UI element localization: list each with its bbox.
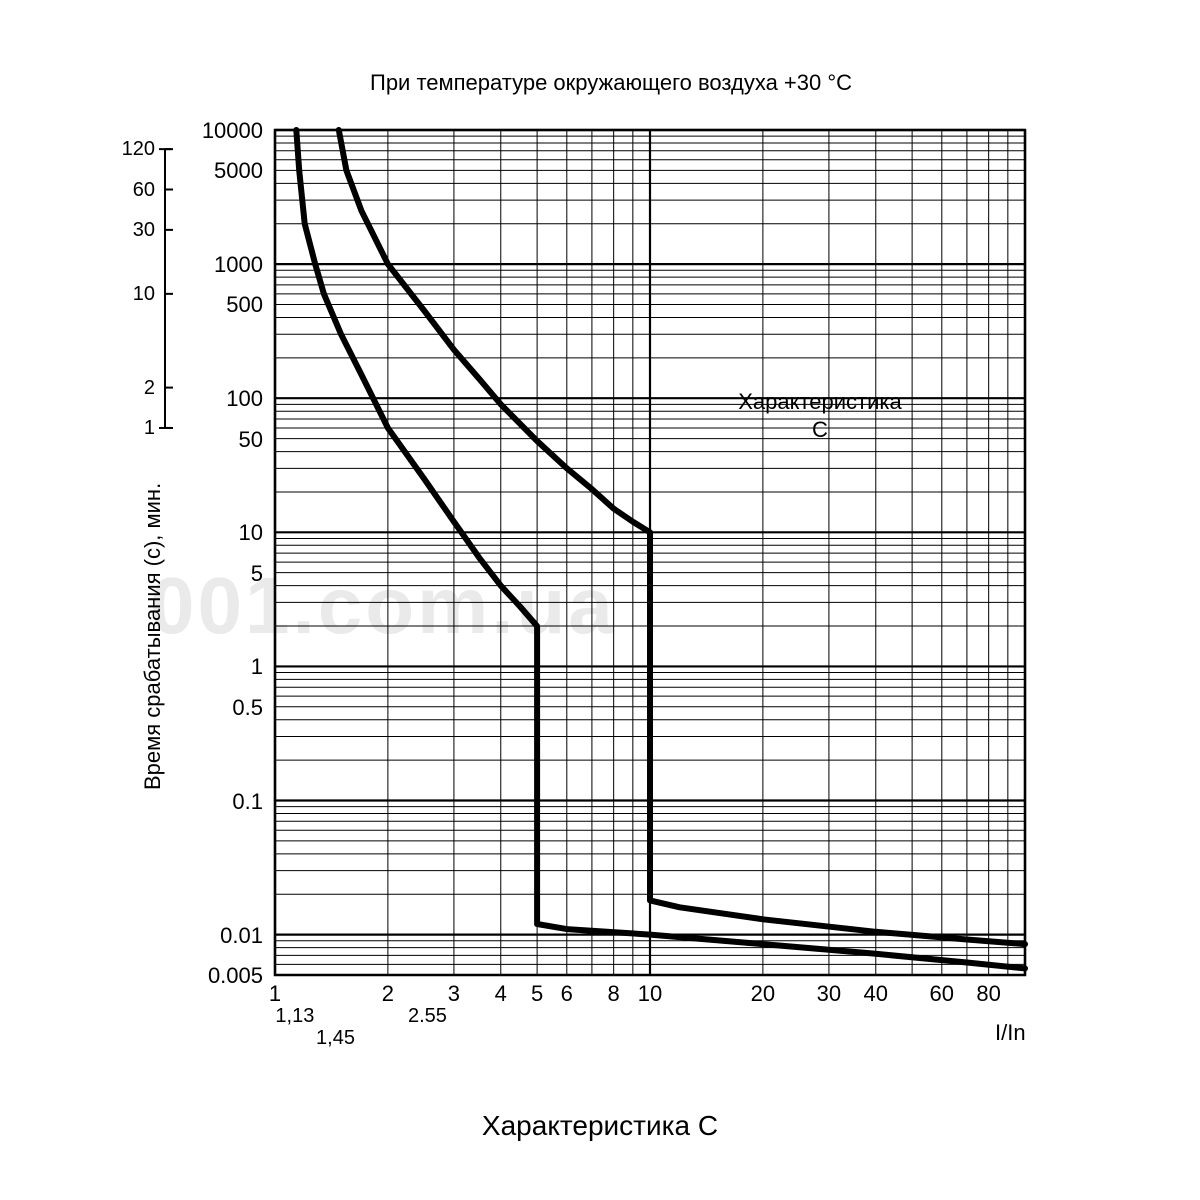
x-tick: 10 (620, 981, 680, 1007)
y2-tick: 10 (0, 283, 155, 306)
x-tick-extra: 2.55 (397, 1005, 457, 1028)
y-tick: 0.1 (0, 789, 263, 815)
y2-tick: 120 (0, 138, 155, 161)
y-tick: 10 (0, 520, 263, 546)
x-tick: 80 (959, 981, 1019, 1007)
y2-tick: 2 (0, 377, 155, 400)
x-tick: 40 (846, 981, 906, 1007)
x-tick-extra: 1,13 (265, 1005, 325, 1028)
y-tick: 0.005 (0, 963, 263, 989)
y2-tick: 1 (0, 417, 155, 440)
x-tick-extra: 1,45 (306, 1027, 366, 1050)
x-tick: 2 (358, 981, 418, 1007)
y-tick: 0.5 (0, 695, 263, 721)
y-tick: 5 (0, 561, 263, 587)
y-tick: 1 (0, 654, 263, 680)
y-tick: 0.01 (0, 923, 263, 949)
y2-tick: 60 (0, 179, 155, 202)
x-tick: 20 (733, 981, 793, 1007)
y2-tick: 30 (0, 219, 155, 242)
y-tick: 1000 (0, 252, 263, 278)
x-tick: 1 (245, 981, 305, 1007)
